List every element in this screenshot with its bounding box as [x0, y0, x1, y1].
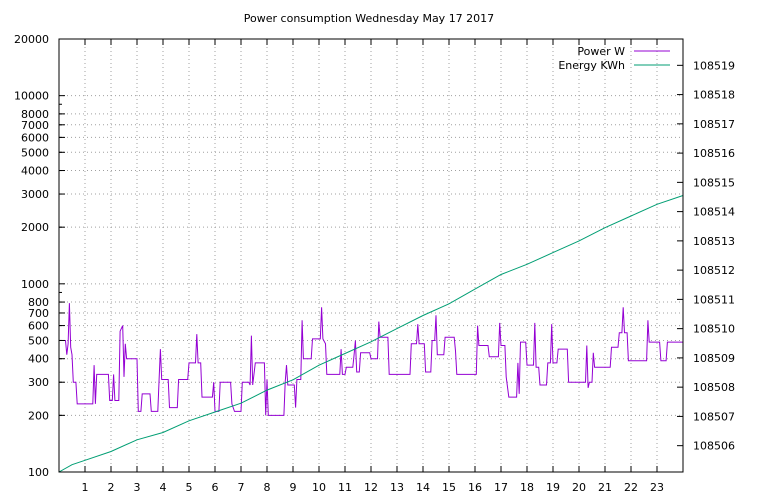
x-tick-label: 7 — [238, 481, 245, 494]
y-right-tick-label: 108517 — [693, 118, 735, 131]
x-tick-label: 18 — [520, 481, 534, 494]
y-right-tick-label: 108519 — [693, 59, 735, 72]
x-tick-label: 19 — [546, 481, 560, 494]
y-left-tick-label: 1000 — [21, 278, 49, 291]
y-right-tick-label: 108509 — [693, 352, 735, 365]
chart-legend: Power W Energy KWh — [558, 45, 670, 72]
y-left-tick-label: 600 — [28, 320, 49, 333]
y-right-tick-label: 108508 — [693, 381, 735, 394]
y-right-tick-label: 108513 — [693, 235, 735, 248]
y-right-tick-label: 108516 — [693, 147, 735, 160]
x-tick-label: 17 — [494, 481, 508, 494]
x-tick-label: 20 — [572, 481, 586, 494]
plot-border — [58, 38, 684, 473]
plot-axes: 1 2 3 4 5 6 7 8 9 10 11 12 13 14 15 16 17 18 19 20 21 22 23100… — [14, 33, 735, 494]
y-right-tick-label: 108515 — [693, 176, 735, 189]
x-tick-label: 11 — [338, 481, 352, 494]
y-left-tick-label: 2000 — [21, 221, 49, 234]
x-tick-label: 2 — [108, 481, 115, 494]
legend-label-power: Power W — [577, 45, 625, 58]
y-left-tick-label: 4000 — [21, 165, 49, 178]
y-right-tick-label: 108512 — [693, 264, 735, 277]
x-tick-label: 23 — [650, 481, 664, 494]
y-right-tick-label: 108518 — [693, 89, 735, 102]
chart-title: Power consumption Wednesday May 17 2017 — [244, 12, 494, 25]
y-left-tick-label: 3000 — [21, 188, 49, 201]
y-left-tick-label: 300 — [28, 376, 49, 389]
grid-lines — [59, 39, 683, 472]
x-tick-label: 12 — [364, 481, 378, 494]
y-right-tick-label: 108510 — [693, 323, 735, 336]
y-left-tick-label: 7000 — [21, 119, 49, 132]
x-tick-label: 1 — [82, 481, 89, 494]
legend-label-energy: Energy KWh — [558, 59, 625, 72]
x-tick-label: 15 — [442, 481, 456, 494]
x-tick-label: 3 — [134, 481, 141, 494]
x-tick-label: 8 — [264, 481, 271, 494]
y-left-tick-label: 20000 — [14, 33, 49, 46]
y-right-tick-label: 108514 — [693, 206, 735, 219]
x-tick-label: 9 — [290, 481, 297, 494]
y-left-tick-label: 10000 — [14, 90, 49, 103]
y-left-tick-label: 400 — [28, 353, 49, 366]
x-tick-label: 10 — [312, 481, 326, 494]
y-right-tick-label: 108506 — [693, 440, 735, 453]
y-left-tick-label: 800 — [28, 296, 49, 309]
x-tick-label: 21 — [598, 481, 612, 494]
y-left-tick-label: 6000 — [21, 131, 49, 144]
x-tick-label: 14 — [416, 481, 430, 494]
x-tick-label: 5 — [186, 481, 193, 494]
energy-series-line — [58, 195, 684, 473]
x-tick-label: 6 — [212, 481, 219, 494]
y-left-tick-label: 100 — [28, 466, 49, 479]
x-tick-label: 22 — [624, 481, 638, 494]
y-left-tick-label: 700 — [28, 307, 49, 320]
y-left-tick-label: 8000 — [21, 108, 49, 121]
x-tick-label: 13 — [390, 481, 404, 494]
x-tick-label: 16 — [468, 481, 482, 494]
power-series-line — [59, 303, 683, 416]
y-left-tick-label: 500 — [28, 334, 49, 347]
y-left-tick-label: 5000 — [21, 146, 49, 159]
y-right-tick-label: 108511 — [693, 293, 735, 306]
series-lines — [58, 195, 684, 473]
x-tick-label: 4 — [160, 481, 167, 494]
y-left-tick-label: 200 — [28, 409, 49, 422]
y-right-tick-label: 108507 — [693, 410, 735, 423]
